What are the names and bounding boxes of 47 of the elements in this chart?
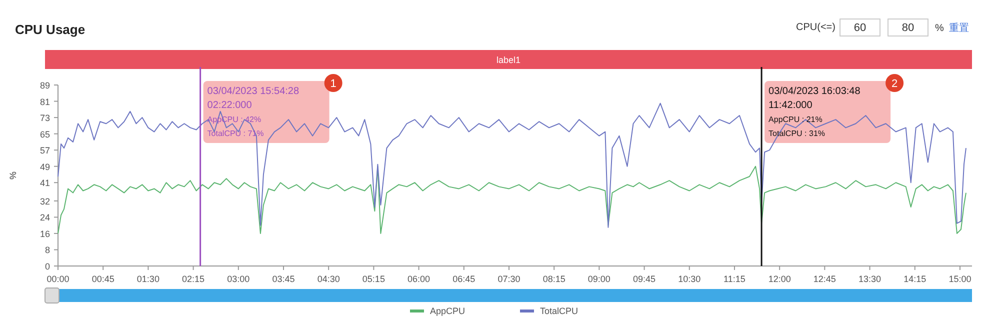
line-series <box>58 166 966 234</box>
y-tick-label: 16 <box>40 228 50 239</box>
y-axis-title: % <box>8 171 18 180</box>
text: 80 <box>902 22 914 34</box>
x-tick-label: 06:45 <box>452 274 476 284</box>
x-tick-label: 12:45 <box>813 274 836 284</box>
x-tick-label: 09:00 <box>588 274 610 284</box>
y-tick-label: 89 <box>40 80 50 90</box>
text: 重置 <box>949 22 969 34</box>
x-tick-label: 03:45 <box>272 274 295 284</box>
x-tick-label: 07:30 <box>498 274 520 284</box>
x-tick-label: 10:30 <box>678 274 701 284</box>
x-tick-label: 05:15 <box>362 274 385 284</box>
y-tick-label: 41 <box>40 178 50 188</box>
y-tick-label: 8 <box>44 245 50 256</box>
x-tick-label: 00:00 <box>46 274 70 284</box>
y-tick-label: 49 <box>40 162 50 172</box>
text: CPU(<=) <box>796 22 836 33</box>
legend-label: TotalCPU <box>540 306 578 316</box>
x-tick-label: 04:30 <box>317 274 340 284</box>
text: label1 <box>496 55 521 65</box>
x-tick-label: 00:45 <box>92 274 114 284</box>
y-tick-label: 81 <box>40 96 50 107</box>
x-tick-label: 03:00 <box>227 274 250 284</box>
text: % <box>935 23 944 34</box>
y-tick-label: 73 <box>40 113 50 124</box>
y-tick-label: 65 <box>40 129 50 140</box>
x-tick-label: 11:15 <box>724 274 746 284</box>
y-tick-label: 57 <box>40 146 50 156</box>
y-tick-label: 0 <box>44 262 50 272</box>
text: 60 <box>854 22 866 34</box>
y-tick-label: 24 <box>40 212 50 223</box>
x-tick-label: 09:45 <box>633 274 656 284</box>
legend-label: AppCPU <box>430 306 466 316</box>
line-series <box>58 102 966 228</box>
x-tick-label: 01:30 <box>136 274 160 284</box>
annotation: 1 <box>330 78 336 90</box>
x-tick-label: 06:00 <box>408 274 430 284</box>
x-tick-label: 13:30 <box>858 274 882 284</box>
x-tick-label: 14:15 <box>904 274 926 284</box>
annotation: 2 <box>891 78 898 90</box>
y-tick-label: 32 <box>40 196 50 206</box>
chart-title: CPU Usage <box>15 22 86 37</box>
x-tick-label: 08:15 <box>542 274 566 284</box>
x-tick-label: 15:00 <box>948 274 972 284</box>
x-tick-label: 02:15 <box>182 274 205 284</box>
x-tick-label: 12:00 <box>768 274 791 284</box>
